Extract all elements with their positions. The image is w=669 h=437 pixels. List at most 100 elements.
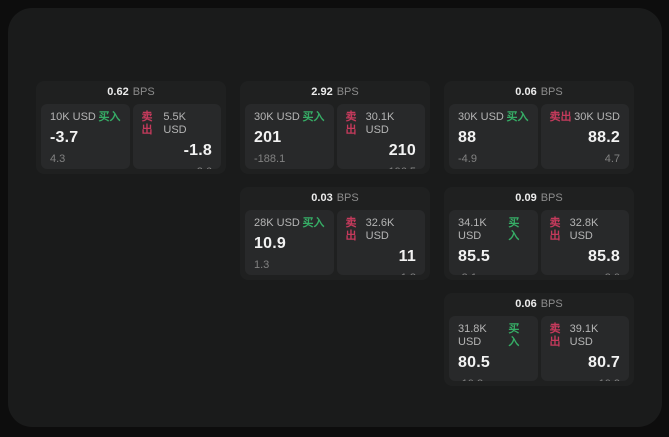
buy-top-row: 31.8K USD 买入: [458, 323, 529, 349]
bps-value: 0.09: [515, 192, 537, 204]
bps-unit-label: BPS: [540, 298, 563, 310]
buy-delta: -10.8: [458, 378, 529, 381]
sell-top-row: 卖出 30K USD: [550, 111, 621, 124]
card-body: 34.1K USD 买入 85.5 -3.1 卖出 32.8K USD 85.8…: [444, 210, 634, 275]
bps-value: 0.06: [515, 298, 537, 310]
main-panel: 0.62 BPS 10K USD 买入 -3.7 4.3 卖出 5.5K USD…: [8, 8, 662, 427]
sell-top-row: 卖出 39.1K USD: [550, 323, 621, 349]
sell-price: 80.7: [588, 354, 620, 371]
sell-delta: -1.8: [346, 272, 416, 275]
bps-unit-label: BPS: [540, 192, 563, 204]
buy-delta: -188.1: [254, 153, 286, 165]
quote-card-6: 0.06 BPS 31.8K USD 买入 80.5 -10.8 卖出 39.1…: [444, 293, 634, 386]
bps-value: 2.92: [311, 86, 333, 98]
bps-unit-label: BPS: [336, 86, 359, 98]
buy-price: 88: [458, 129, 477, 146]
buy-delta: -4.9: [458, 153, 477, 165]
sell-price: 88.2: [588, 129, 620, 146]
bps-value: 0.06: [515, 86, 537, 98]
sell-delta: 3.0: [550, 272, 620, 275]
card-header: 2.92 BPS: [240, 81, 430, 104]
sell-label: 卖出: [549, 111, 572, 123]
buy-delta: 4.3: [50, 153, 66, 165]
quote-card-3: 0.06 BPS 30K USD 买入 88 -4.9 卖出 30K USD 8…: [444, 81, 634, 174]
sell-panel[interactable]: 卖出 30K USD 88.2 4.7: [540, 104, 629, 169]
sell-size: 32.6K USD: [365, 217, 395, 242]
bps-unit-label: BPS: [336, 192, 359, 204]
card-body: 30K USD 买入 201 -188.1 卖出 30.1K USD 210 1…: [240, 104, 430, 169]
bps-value: 0.62: [107, 86, 129, 98]
buy-label: 买入: [506, 111, 529, 123]
buy-size: 30K USD: [458, 111, 504, 123]
sell-label: 卖出: [141, 111, 153, 136]
sell-size: 39.1K USD: [569, 323, 599, 348]
card-header: 0.06 BPS: [444, 293, 634, 316]
buy-size: 10K USD: [50, 111, 96, 123]
buy-panel[interactable]: 10K USD 买入 -3.7 4.3: [41, 104, 130, 169]
sell-price: 85.8: [588, 248, 620, 265]
sell-label: 卖出: [345, 111, 357, 136]
buy-price: 10.9: [254, 235, 286, 252]
sell-top-row: 卖出 5.5K USD: [142, 111, 213, 137]
sell-size: 30.1K USD: [365, 111, 395, 136]
card-header: 0.06 BPS: [444, 81, 634, 104]
buy-size: 28K USD: [254, 217, 300, 229]
sell-panel[interactable]: 卖出 32.6K USD 11 -1.8: [336, 210, 425, 275]
sell-label: 卖出: [345, 217, 357, 242]
card-header: 0.03 BPS: [240, 187, 430, 210]
buy-panel[interactable]: 30K USD 买入 88 -4.9: [449, 104, 538, 169]
buy-top-row: 34.1K USD 买入: [458, 217, 529, 243]
card-body: 10K USD 买入 -3.7 4.3 卖出 5.5K USD -1.8 -2.…: [36, 104, 226, 169]
buy-top-row: 28K USD 买入: [254, 217, 325, 230]
card-body: 31.8K USD 买入 80.5 -10.8 卖出 39.1K USD 80.…: [444, 316, 634, 381]
quotes-grid: 0.62 BPS 10K USD 买入 -3.7 4.3 卖出 5.5K USD…: [8, 8, 662, 427]
sell-size: 30K USD: [574, 111, 620, 123]
bps-unit-label: BPS: [132, 86, 155, 98]
bps-value: 0.03: [311, 192, 333, 204]
sell-panel[interactable]: 卖出 30.1K USD 210 196.5: [336, 104, 425, 169]
buy-size: 31.8K USD: [458, 323, 487, 348]
buy-label: 买入: [302, 111, 325, 123]
buy-price: -3.7: [50, 129, 79, 146]
sell-delta: 10.2: [550, 378, 620, 381]
sell-price: 11: [398, 248, 416, 265]
quote-card-5: 0.09 BPS 34.1K USD 买入 85.5 -3.1 卖出 32.8K…: [444, 187, 634, 280]
card-header: 0.09 BPS: [444, 187, 634, 210]
buy-top-row: 30K USD 买入: [254, 111, 325, 124]
sell-delta: -2.6: [142, 166, 212, 169]
sell-price: -1.8: [183, 142, 212, 159]
quote-card-1: 0.62 BPS 10K USD 买入 -3.7 4.3 卖出 5.5K USD…: [36, 81, 226, 174]
buy-price: 80.5: [458, 354, 490, 371]
card-body: 30K USD 买入 88 -4.9 卖出 30K USD 88.2 4.7: [444, 104, 634, 169]
sell-label: 卖出: [549, 323, 561, 348]
buy-panel[interactable]: 30K USD 买入 201 -188.1: [245, 104, 334, 169]
buy-price: 201: [254, 129, 282, 146]
sell-top-row: 卖出 30.1K USD: [346, 111, 417, 137]
sell-top-row: 卖出 32.8K USD: [550, 217, 621, 243]
buy-delta: -3.1: [458, 272, 529, 275]
buy-label: 买入: [98, 111, 121, 123]
buy-panel[interactable]: 31.8K USD 买入 80.5 -10.8: [449, 316, 538, 381]
card-header: 0.62 BPS: [36, 81, 226, 104]
buy-panel[interactable]: 28K USD 买入 10.9 1.3: [245, 210, 334, 275]
sell-panel[interactable]: 卖出 32.8K USD 85.8 3.0: [540, 210, 629, 275]
buy-delta: 1.3: [254, 259, 270, 271]
quote-card-4: 0.03 BPS 28K USD 买入 10.9 1.3 卖出 32.6K US…: [240, 187, 430, 280]
sell-price: 210: [388, 142, 416, 159]
buy-label: 买入: [302, 217, 325, 229]
buy-price: 85.5: [458, 248, 490, 265]
card-body: 28K USD 买入 10.9 1.3 卖出 32.6K USD 11 -1.8: [240, 210, 430, 275]
sell-size: 5.5K USD: [163, 111, 187, 136]
sell-size: 32.8K USD: [569, 217, 599, 242]
buy-top-row: 30K USD 买入: [458, 111, 529, 124]
buy-label: 买入: [508, 323, 520, 348]
buy-size: 34.1K USD: [458, 217, 487, 242]
buy-panel[interactable]: 34.1K USD 买入 85.5 -3.1: [449, 210, 538, 275]
sell-panel[interactable]: 卖出 39.1K USD 80.7 10.2: [540, 316, 629, 381]
buy-size: 30K USD: [254, 111, 300, 123]
buy-top-row: 10K USD 买入: [50, 111, 121, 124]
sell-panel[interactable]: 卖出 5.5K USD -1.8 -2.6: [132, 104, 221, 169]
quote-card-2: 2.92 BPS 30K USD 买入 201 -188.1 卖出 30.1K …: [240, 81, 430, 174]
buy-label: 买入: [508, 217, 520, 242]
sell-top-row: 卖出 32.6K USD: [346, 217, 417, 243]
